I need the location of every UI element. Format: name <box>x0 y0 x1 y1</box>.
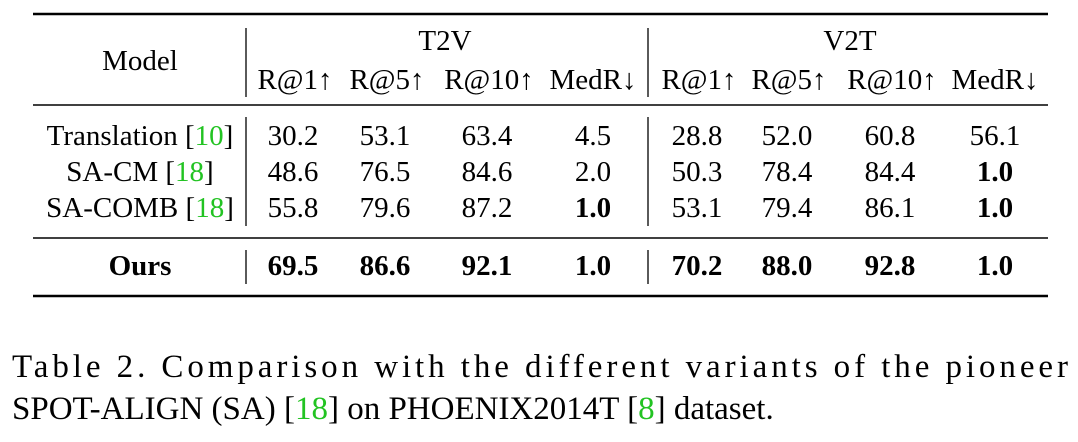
cell-value: 63.4 <box>462 120 513 152</box>
cell-value: 1.0 <box>977 156 1013 188</box>
text-run: ] dataset. <box>655 391 774 427</box>
cell-value: 60.8 <box>865 120 916 152</box>
cell-value: 1.0 <box>575 192 611 224</box>
text-run: ] <box>224 192 234 224</box>
cell-value: 28.8 <box>672 120 723 152</box>
table-row: Ours 69.5 86.6 92.1 1.0 70.2 88.0 92.8 1.0 <box>109 250 1014 282</box>
cell-value: 4.5 <box>575 120 611 152</box>
column-header: MedR↓ <box>550 64 637 96</box>
column-header: R@10↑ <box>847 64 937 96</box>
cell-value: 84.6 <box>462 156 513 188</box>
cell-value: 79.6 <box>360 192 411 224</box>
text-run: ] on PHOENIX2014T [ <box>328 391 638 427</box>
cell-value: 78.4 <box>762 156 813 188</box>
cell-value: 76.5 <box>360 156 411 188</box>
column-header: R@5↑ <box>751 64 826 96</box>
column-header: R@10↑ <box>444 64 534 96</box>
text-run: Table 2. Comparison with the different v… <box>12 349 1068 385</box>
cell-value: 69.5 <box>268 250 319 282</box>
cell-value: 92.1 <box>462 250 513 282</box>
caption-line: SPOT-ALIGN (SA) [18] on PHOENIX2014T [8]… <box>12 391 774 427</box>
table-row: Translation [10] 30.2 53.1 63.4 4.5 28.8 52.0 6… <box>47 120 1021 152</box>
citation: 18 <box>195 192 224 224</box>
cell-value: 1.0 <box>575 250 611 282</box>
caption-line: Table 2. Comparison with the different v… <box>12 349 1068 385</box>
cell-value: 87.2 <box>462 192 513 224</box>
text-run: Ours <box>109 250 172 282</box>
model-name: Ours <box>109 250 172 282</box>
cell-value: 53.1 <box>360 120 411 152</box>
group-header: V2T <box>823 25 876 57</box>
cell-value: 30.2 <box>268 120 319 152</box>
cell-value: 88.0 <box>762 250 813 282</box>
group-header: T2V <box>418 25 471 57</box>
citation: 8 <box>638 391 655 427</box>
cell-value: 50.3 <box>672 156 723 188</box>
column-header: R@5↑ <box>349 64 424 96</box>
citation: 18 <box>295 391 328 427</box>
column-header: R@1↑ <box>257 64 332 96</box>
model-name: SA-CM [18] <box>66 156 213 188</box>
table-row: SA-CM [18] 48.6 76.5 84.6 2.0 50.3 78.4 84.4 1.0 <box>66 156 1013 188</box>
table-body: Translation [10] 30.2 53.1 63.4 4.5 28.8 52.0 6… <box>46 120 1020 282</box>
model-name: SA-COMB [18] <box>46 192 234 224</box>
cell-value: 86.6 <box>360 250 411 282</box>
cell-value: 2.0 <box>575 156 611 188</box>
caption: Table 2. Comparison with the different v… <box>12 349 1068 427</box>
cell-value: 1.0 <box>977 250 1013 282</box>
table: Model T2V V2T R@1↑ R@5↑ R@10↑ MedR↓ R@1↑ R@5↑… <box>33 12 1048 298</box>
text-run: Translation [ <box>47 120 195 152</box>
column-header: MedR↓ <box>952 64 1039 96</box>
cell-value: 79.4 <box>762 192 813 224</box>
cell-value: 1.0 <box>977 192 1013 224</box>
text-run: ] <box>224 120 234 152</box>
cell-value: 70.2 <box>672 250 723 282</box>
cell-value: 52.0 <box>762 120 813 152</box>
header-model: Model <box>102 45 178 77</box>
cell-value: 48.6 <box>268 156 319 188</box>
cell-value: 92.8 <box>865 250 916 282</box>
text-run: SPOT-ALIGN (SA) [ <box>12 391 295 427</box>
table-row: SA-COMB [18] 55.8 79.6 87.2 1.0 53.1 79.4 86.1 1… <box>46 192 1013 224</box>
cell-value: 86.1 <box>865 192 916 224</box>
citation: 10 <box>195 120 224 152</box>
model-name: Translation [10] <box>47 120 234 152</box>
cell-value: 53.1 <box>672 192 723 224</box>
citation: 18 <box>175 156 204 188</box>
cell-value: 55.8 <box>268 192 319 224</box>
text-run: ] <box>204 156 214 188</box>
column-header: R@1↑ <box>661 64 736 96</box>
cell-value: 84.4 <box>865 156 916 188</box>
text-run: SA-CM [ <box>66 156 175 188</box>
cell-value: 56.1 <box>970 120 1021 152</box>
text-run: SA-COMB [ <box>46 192 195 224</box>
